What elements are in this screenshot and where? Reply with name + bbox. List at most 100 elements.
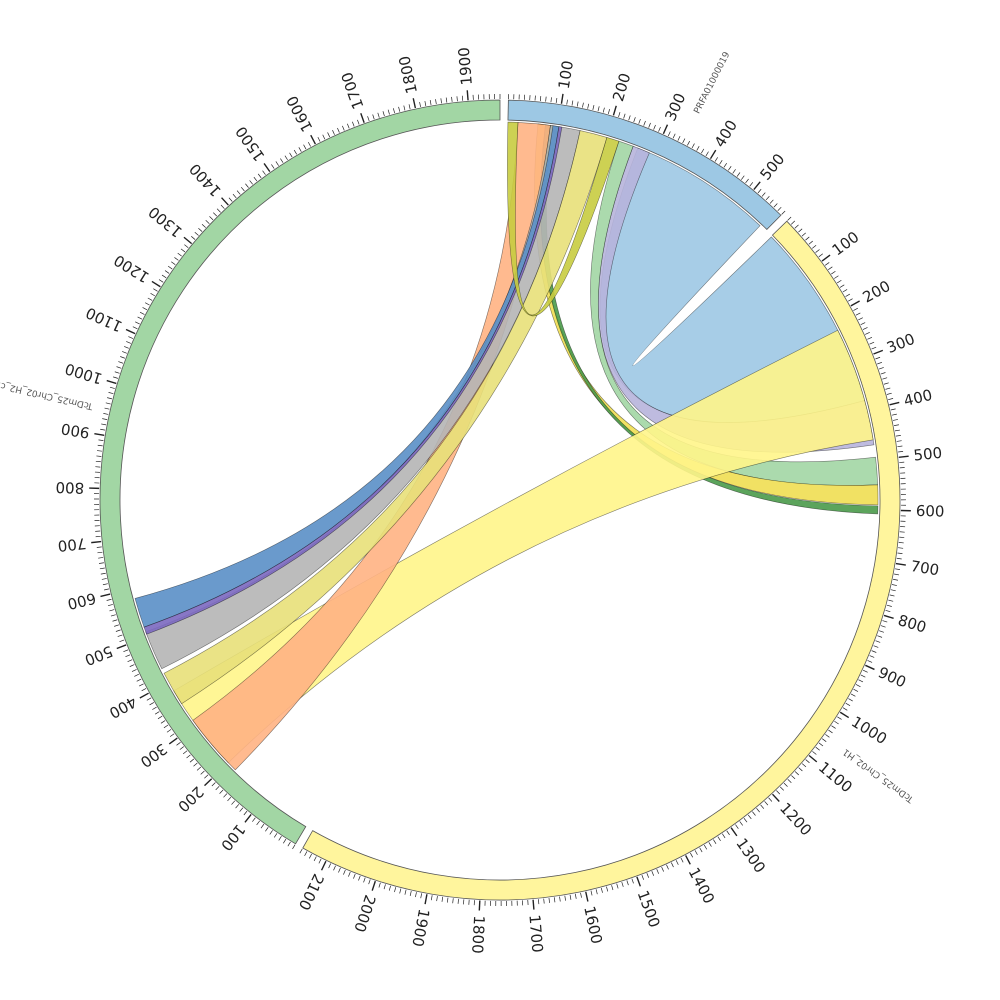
minor-tick: [641, 874, 644, 880]
minor-tick: [142, 307, 148, 311]
tick-label-h1: 600: [916, 502, 945, 521]
minor-tick: [705, 151, 709, 157]
minor-tick: [839, 284, 845, 288]
minor-tick: [408, 104, 411, 110]
minor-tick: [108, 392, 114, 395]
minor-tick: [845, 293, 851, 297]
minor-tick: [213, 212, 218, 217]
minor-tick: [322, 134, 326, 140]
minor-tick: [765, 195, 770, 201]
minor-tick: [115, 629, 121, 632]
minor-tick: [791, 775, 796, 780]
minor-tick: [616, 883, 619, 889]
minor-tick: [831, 725, 836, 729]
minor-tick: [97, 551, 103, 554]
minor-tick: [117, 634, 123, 637]
tick-label-prfa: 300: [661, 90, 689, 123]
minor-tick: [104, 407, 110, 410]
minor-tick: [96, 450, 103, 452]
minor-tick: [690, 852, 694, 858]
minor-tick: [675, 860, 679, 865]
major-tick: [478, 900, 481, 911]
minor-tick: [794, 224, 799, 229]
tick-label-h2: 1300: [145, 203, 186, 241]
minor-tick: [223, 793, 228, 798]
minor-tick: [862, 669, 868, 673]
tick-label-h2: 800: [55, 478, 84, 497]
major-tick: [424, 894, 428, 905]
tick-label-h1: 1000: [848, 713, 890, 748]
minor-tick: [216, 208, 221, 213]
minor-tick: [211, 782, 216, 787]
minor-tick: [858, 679, 864, 683]
minor-tick: [643, 120, 646, 126]
tick-label-h2: 500: [82, 642, 115, 669]
minor-tick: [888, 398, 894, 400]
minor-tick: [252, 817, 256, 822]
minor-tick: [357, 119, 360, 125]
tick-label-h2: 1600: [283, 93, 317, 135]
minor-tick: [236, 190, 241, 195]
major-tick: [662, 124, 669, 135]
tick-label-h2: 1700: [338, 70, 368, 112]
ribbon-layer: [134, 121, 879, 771]
minor-tick: [623, 113, 626, 119]
minor-tick: [739, 821, 744, 826]
tick-label-h2: 1100: [83, 303, 125, 335]
minor-tick: [680, 857, 684, 863]
minor-tick: [337, 127, 340, 133]
minor-tick: [878, 367, 884, 370]
minor-tick: [347, 123, 350, 129]
minor-tick: [424, 100, 427, 106]
minor-tick: [580, 892, 582, 898]
tick-label-h1: 700: [909, 557, 940, 579]
major-tick: [636, 876, 641, 887]
minor-tick: [633, 117, 636, 123]
minor-tick: [372, 114, 375, 120]
minor-tick: [227, 797, 232, 802]
minor-tick: [769, 199, 774, 204]
minor-tick: [555, 97, 558, 104]
major-tick: [371, 880, 376, 891]
minor-tick: [209, 216, 214, 221]
minor-tick: [890, 589, 896, 592]
minor-tick: [182, 750, 188, 755]
minor-tick: [893, 424, 900, 426]
tick-label-h2: 400: [106, 693, 140, 723]
tick-label-h2: 600: [66, 589, 98, 613]
minor-tick: [149, 702, 155, 706]
minor-tick: [164, 270, 170, 274]
minor-tick: [118, 361, 124, 364]
minor-tick: [756, 808, 760, 813]
minor-tick: [105, 402, 111, 405]
minor-tick: [343, 869, 346, 875]
minor-tick: [582, 102, 584, 108]
minor-tick: [875, 640, 881, 643]
minor-tick: [257, 173, 262, 179]
minor-tick: [805, 236, 810, 241]
tick-label-h2: 700: [57, 534, 87, 555]
minor-tick: [123, 649, 129, 653]
minor-tick: [867, 660, 873, 663]
minor-tick: [667, 131, 671, 137]
minor-tick: [882, 620, 888, 623]
major-tick: [125, 328, 136, 335]
minor-tick: [161, 274, 167, 279]
minor-tick: [595, 889, 598, 895]
minor-tick: [132, 326, 138, 330]
minor-tick: [204, 774, 209, 779]
minor-tick: [116, 366, 122, 369]
minor-tick: [867, 336, 873, 340]
minor-tick: [825, 734, 830, 738]
major-tick: [753, 181, 761, 191]
minor-tick: [708, 842, 712, 847]
minor-tick: [798, 767, 803, 772]
major-tick: [898, 455, 909, 458]
minor-tick: [125, 654, 131, 658]
minor-tick: [892, 419, 898, 421]
minor-tick: [457, 898, 459, 904]
minor-tick: [741, 175, 745, 180]
minor-tick: [136, 678, 142, 682]
segment-arc-layer: [99, 99, 901, 901]
minor-tick: [318, 858, 322, 864]
